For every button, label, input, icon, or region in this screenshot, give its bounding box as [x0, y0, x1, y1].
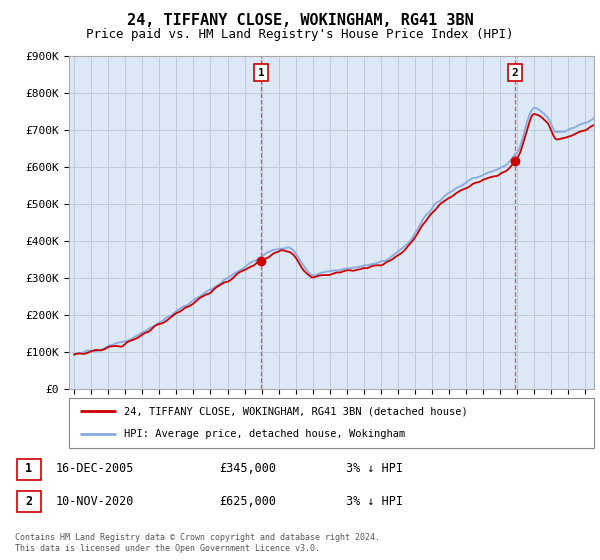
Text: 2: 2 — [25, 494, 32, 508]
Text: 3% ↓ HPI: 3% ↓ HPI — [346, 463, 403, 475]
FancyBboxPatch shape — [17, 459, 41, 479]
Text: £345,000: £345,000 — [220, 463, 277, 475]
Text: 24, TIFFANY CLOSE, WOKINGHAM, RG41 3BN: 24, TIFFANY CLOSE, WOKINGHAM, RG41 3BN — [127, 13, 473, 28]
Text: 1: 1 — [257, 68, 265, 78]
Text: 10-NOV-2020: 10-NOV-2020 — [55, 494, 134, 508]
Text: £625,000: £625,000 — [220, 494, 277, 508]
Text: 3% ↓ HPI: 3% ↓ HPI — [346, 494, 403, 508]
FancyBboxPatch shape — [69, 398, 594, 448]
FancyBboxPatch shape — [17, 491, 41, 512]
Text: HPI: Average price, detached house, Wokingham: HPI: Average price, detached house, Woki… — [124, 430, 406, 440]
Text: 1: 1 — [25, 463, 32, 475]
Text: 24, TIFFANY CLOSE, WOKINGHAM, RG41 3BN (detached house): 24, TIFFANY CLOSE, WOKINGHAM, RG41 3BN (… — [124, 406, 468, 416]
Text: Contains HM Land Registry data © Crown copyright and database right 2024.
This d: Contains HM Land Registry data © Crown c… — [15, 533, 380, 553]
Text: 16-DEC-2005: 16-DEC-2005 — [55, 463, 134, 475]
Text: 2: 2 — [512, 68, 518, 78]
Text: Price paid vs. HM Land Registry's House Price Index (HPI): Price paid vs. HM Land Registry's House … — [86, 28, 514, 41]
